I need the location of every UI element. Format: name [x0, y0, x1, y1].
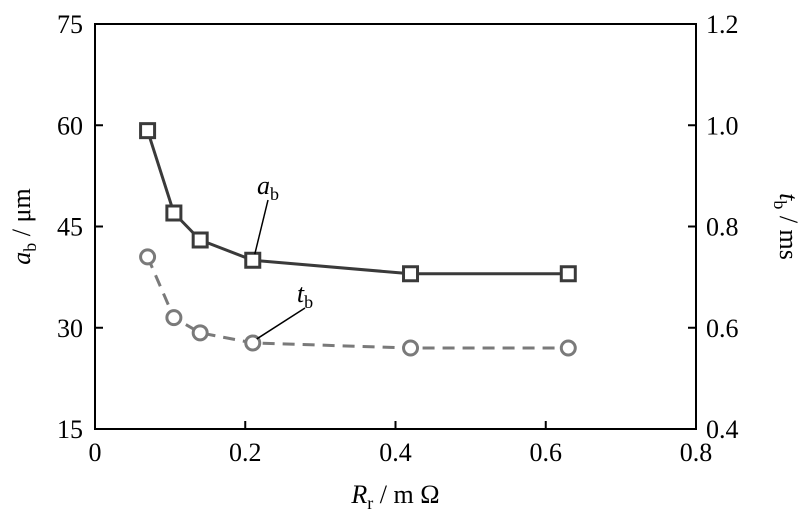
x-tick-label: 0.8 — [680, 438, 713, 467]
labels-layer: Rr / m Ω ab / μm tb / ms ab tb — [7, 171, 800, 513]
point-a — [165, 204, 183, 222]
y-right-tick-label: 1.0 — [706, 111, 739, 140]
x-tick-label: 0.2 — [229, 438, 262, 467]
series-label-a-leader — [254, 199, 269, 255]
y-left-tick-label: 45 — [57, 213, 83, 242]
y-left-tick-label: 15 — [57, 415, 83, 444]
series-layer — [139, 122, 577, 357]
point-a — [139, 122, 157, 140]
point-t — [402, 339, 420, 357]
y-right-tick-label: 0.6 — [706, 314, 739, 343]
point-a — [191, 231, 209, 249]
y-right-tick-label: 1.2 — [706, 10, 739, 39]
point-t — [244, 334, 262, 352]
y-right-tick-label: 0.4 — [706, 415, 739, 444]
series-label-a: ab — [257, 171, 279, 204]
point-a — [559, 265, 577, 283]
point-t — [559, 339, 577, 357]
ticks-layer: 0 0.2 0.4 0.6 0.8 15 30 45 60 75 0.4 0.6 0.8 1.0 1.2 — [57, 10, 739, 467]
x-tick-label: 0.6 — [530, 438, 563, 467]
series-label-t-leader — [256, 307, 306, 340]
y-left-tick-label: 60 — [57, 111, 83, 140]
y-left-tick-label: 75 — [57, 10, 83, 39]
series-line-t — [146, 256, 569, 350]
point-a — [402, 265, 420, 283]
x-tick-label: 0 — [89, 438, 102, 467]
series-line-a — [146, 130, 569, 276]
point-t — [191, 324, 209, 342]
series-label-t: tb — [297, 279, 313, 312]
y-left-axis-title: ab / μm — [7, 188, 40, 264]
point-a — [244, 251, 262, 269]
y-right-axis-title: tb / ms — [770, 193, 800, 260]
point-t — [165, 309, 183, 327]
y-left-tick-label: 30 — [57, 314, 83, 343]
x-axis-title: Rr / m Ω — [350, 480, 439, 513]
point-t — [139, 248, 157, 266]
y-right-tick-label: 0.8 — [706, 213, 739, 242]
x-tick-label: 0.4 — [379, 438, 412, 467]
